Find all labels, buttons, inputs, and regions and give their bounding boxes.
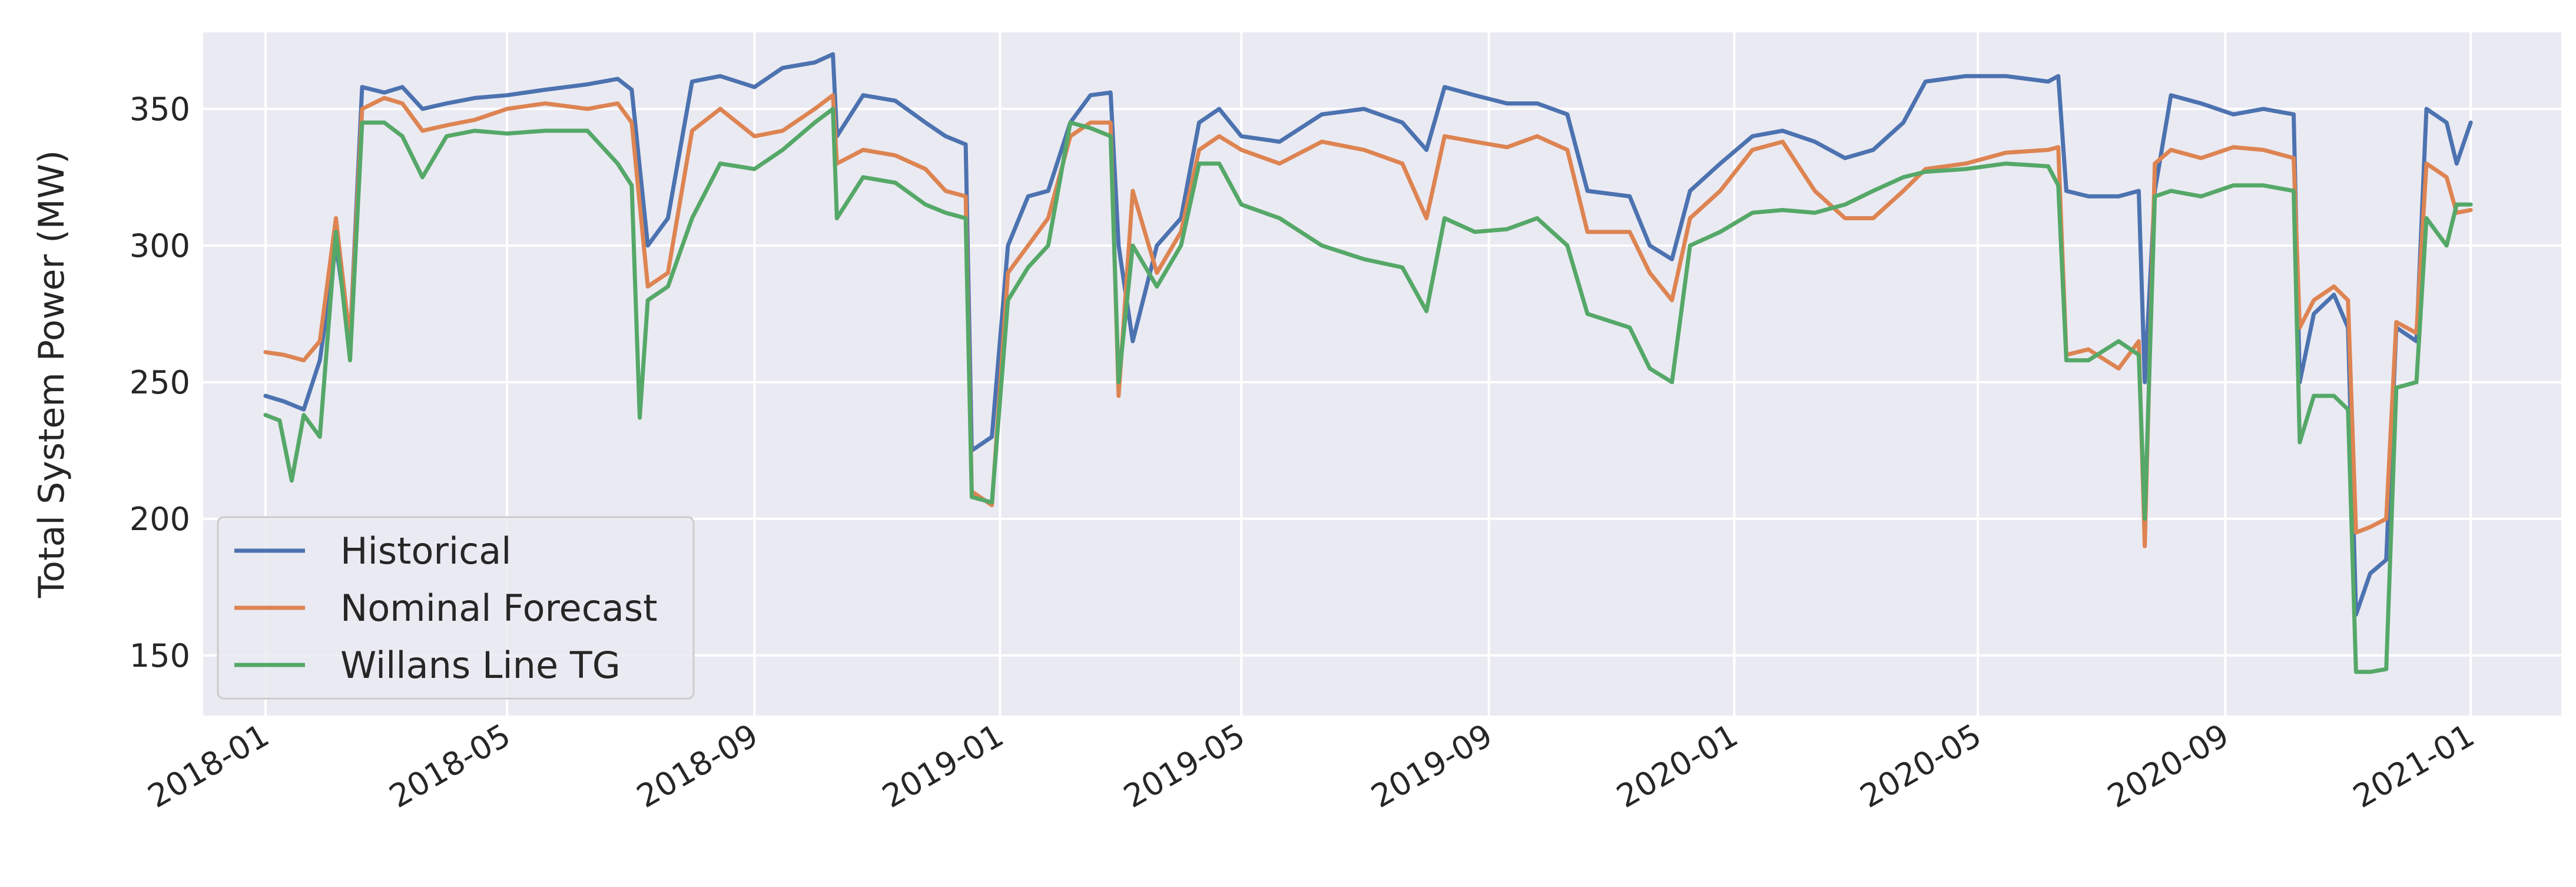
x-tick-label: 2020-09 (2101, 717, 2235, 815)
x-tick-label: 2019-09 (1365, 717, 1498, 815)
legend-box (217, 516, 695, 700)
x-tick-label: 2020-05 (1854, 717, 1988, 815)
x-tick-label: 2019-05 (1118, 717, 1251, 815)
x-tick-label: 2018-01 (142, 717, 276, 815)
y-tick-label: 350 (130, 91, 190, 128)
x-tick-label: 2021-01 (2347, 717, 2481, 815)
x-tick-label: 2018-05 (383, 717, 517, 815)
series-line-1 (263, 52, 2473, 617)
y-tick-label: 300 (130, 227, 190, 264)
y-tick-label: 250 (130, 364, 190, 401)
x-tick-label: 2020-01 (1610, 717, 1744, 815)
y-axis-label: Total System Power (MW) (31, 150, 72, 598)
y-tick-labels: 150 200 250 300 350 (130, 91, 190, 674)
x-tick-label: 2018-09 (631, 717, 764, 815)
series-line-3 (263, 107, 2473, 674)
legend-label: Nominal Forecast (340, 587, 658, 630)
y-tick-label: 150 (130, 637, 190, 674)
series-layer (263, 52, 2473, 674)
legend-label: Willans Line TG (340, 644, 621, 687)
legend: Historical Nominal Forecast Willans Line T… (217, 516, 695, 700)
series-line-2 (263, 93, 2473, 548)
x-tick-label: 2019-01 (876, 717, 1010, 815)
legend-label: Historical (340, 529, 511, 572)
y-tick-label: 200 (130, 501, 190, 538)
x-tick-labels: 2018-01 2018-05 2018-09 2019-01 2019-05 2019-… (142, 717, 2481, 815)
